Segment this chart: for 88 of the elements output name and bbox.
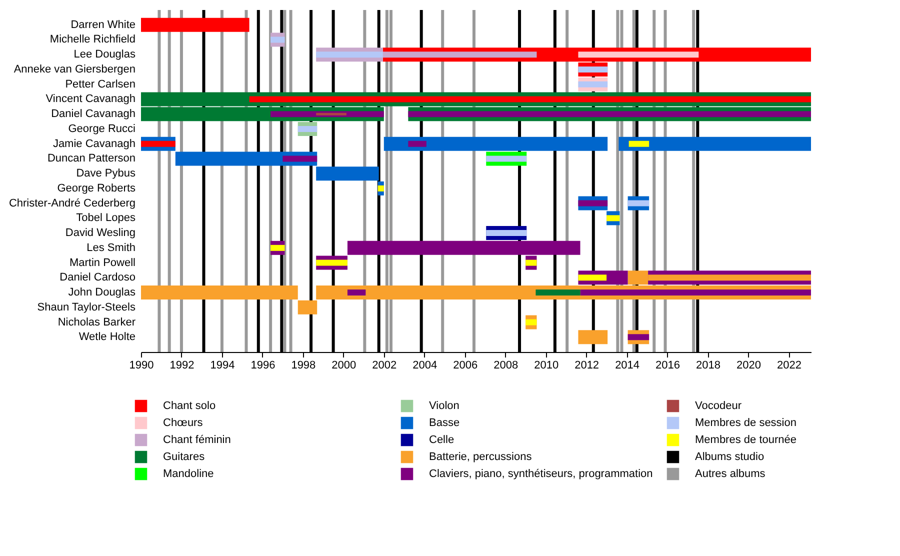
bar [249, 96, 811, 102]
bar [141, 140, 176, 147]
x-tick-label: 2000 [332, 360, 356, 372]
bar [628, 200, 650, 206]
bar [578, 52, 699, 58]
y-tick-label: Michelle Richfield [50, 34, 136, 46]
y-tick-label: Jamie Cavanagh [52, 138, 136, 150]
y-tick-label: John Douglas [68, 286, 136, 299]
bar [628, 334, 650, 340]
bar [282, 156, 318, 162]
x-tick-label: 2010 [534, 360, 559, 372]
y-tick-label: Dave Pybus [76, 168, 136, 180]
bar [578, 200, 608, 206]
bar [378, 185, 384, 192]
x-tick-label: 1992 [170, 360, 194, 372]
bar [578, 274, 607, 281]
legend-label: Basse [429, 417, 460, 429]
x-tick-label: 2022 [776, 360, 802, 372]
bar [408, 140, 426, 147]
legend-label: Albums studio [695, 451, 764, 463]
legend-label: Membres de session [695, 417, 796, 429]
legend-label: Batterie, percussions [429, 451, 532, 463]
y-tick-label: Tobel Lopes [76, 212, 136, 224]
bar [270, 244, 285, 251]
x-tick-label: 1994 [210, 360, 235, 372]
y-tick-label: Les Smith [86, 242, 136, 254]
y-tick-label: Martin Powell [69, 256, 136, 269]
bar [486, 156, 527, 162]
legend-label: Membres de tournée [695, 434, 796, 446]
legend-label: Chant féminin [163, 434, 231, 446]
y-tick-label: George Rucci [68, 122, 136, 135]
y-tick-label: Wetle Holte [78, 331, 136, 344]
y-tick-label: Nicholas Barker [58, 316, 136, 328]
bar [618, 136, 811, 151]
bar [486, 230, 527, 236]
bar [408, 111, 811, 118]
y-tick-label: Shaun Taylor-Steels [37, 301, 136, 314]
y-tick-label: Christer-André Cederberg [8, 197, 136, 210]
bar [578, 66, 608, 72]
y-tick-label: Petter Carlsen [65, 78, 136, 90]
y-tick-label: Daniel Cavanagh [51, 108, 136, 120]
bar [347, 290, 366, 296]
y-tick-label: Daniel Cardoso [60, 272, 136, 284]
bar [316, 260, 348, 266]
legend-label: Mandoline [163, 468, 214, 480]
y-tick-label: David Wesling [65, 227, 136, 240]
bar [606, 215, 620, 222]
bar [316, 52, 383, 58]
bar [526, 260, 537, 266]
y-tick-label: Duncan Patterson [47, 152, 136, 165]
y-tick-label: Anneke van Giersbergen [14, 63, 136, 76]
x-tick-label: 1998 [291, 360, 316, 372]
legend-label: Chœurs [163, 417, 204, 429]
x-tick-label: 2002 [372, 360, 397, 372]
legend-label: Claviers, piano, synthétiseurs, programmation [429, 468, 653, 480]
x-tick-label: 1990 [129, 360, 154, 372]
y-tick-label: George Roberts [57, 182, 136, 194]
legend-label: Chant solo [163, 400, 216, 412]
y-tick-label: Lee Douglas [74, 48, 136, 61]
bar [578, 81, 608, 88]
x-tick-label: 2004 [412, 360, 438, 372]
legend-label: Guitares [163, 451, 206, 463]
bar [298, 126, 318, 132]
x-tick-label: 2018 [696, 360, 721, 372]
x-tick-label: 2006 [453, 360, 478, 372]
legend-label: Autres albums [695, 468, 766, 480]
bar [382, 52, 537, 58]
bar [270, 36, 285, 43]
bar [536, 290, 580, 296]
x-tick-label: 2020 [736, 360, 761, 372]
bar [316, 112, 346, 116]
x-tick-label: 2016 [656, 360, 680, 372]
y-tick-label: Vincent Cavanagh [46, 93, 136, 106]
x-tick-label: 1996 [250, 360, 276, 372]
bar [141, 286, 298, 300]
legend-label: Violon [429, 400, 460, 412]
bar [526, 319, 537, 326]
legend-label: Celle [429, 434, 454, 446]
bar [141, 18, 250, 32]
x-tick-label: 2014 [615, 360, 640, 372]
bar [628, 140, 650, 147]
y-tick-label: Darren White [70, 18, 136, 31]
bar [580, 290, 811, 296]
bar [384, 136, 608, 151]
legend-label: Vocodeur [695, 400, 742, 412]
bar [578, 330, 608, 344]
x-tick-label: 2008 [494, 360, 518, 372]
x-tick-label: 2012 [574, 360, 600, 372]
